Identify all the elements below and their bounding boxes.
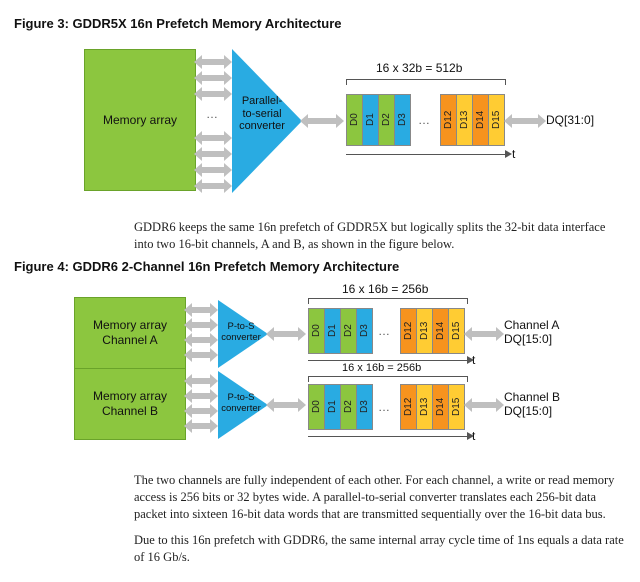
data-word: D1 bbox=[362, 94, 379, 146]
bus-arrow bbox=[202, 59, 224, 65]
memory-array-label: Memory array bbox=[103, 113, 177, 127]
bus-arrow bbox=[202, 135, 224, 141]
brace-label: 16 x 32b = 512b bbox=[376, 61, 462, 75]
converter-b-label: P-to-S converter bbox=[220, 393, 262, 415]
memory-array-a-label: Memory array Channel A bbox=[75, 318, 185, 347]
dq-arrow bbox=[472, 402, 496, 408]
data-word: D12 bbox=[440, 94, 457, 146]
data-word: D3 bbox=[394, 94, 411, 146]
data-word: D13 bbox=[416, 308, 433, 354]
memory-array-block: Memory array bbox=[84, 49, 196, 191]
converter-a-label: P-to-S converter bbox=[220, 322, 262, 344]
data-word: D1 bbox=[324, 308, 341, 354]
time-axis-b bbox=[308, 436, 468, 437]
brace-label-b: 16 x 16b = 256b bbox=[342, 362, 421, 374]
data-word: D2 bbox=[378, 94, 395, 146]
bus-arrow bbox=[192, 423, 210, 429]
memory-array-b: Memory array Channel B bbox=[74, 368, 186, 440]
ellipsis: … bbox=[378, 400, 391, 414]
figure4-caption: Figure 4: GDDR6 2-Channel 16n Prefetch M… bbox=[14, 259, 626, 274]
bus-arrow bbox=[192, 337, 210, 343]
time-axis-a bbox=[308, 360, 468, 361]
figure4-diagram: Memory array Channel A Memory array Chan… bbox=[44, 282, 626, 462]
axis-label-b: t bbox=[472, 429, 475, 443]
data-word: D14 bbox=[472, 94, 489, 146]
data-word: D15 bbox=[488, 94, 505, 146]
bus-arrow bbox=[192, 307, 210, 313]
data-word: D0 bbox=[308, 308, 325, 354]
data-word: D14 bbox=[432, 384, 449, 430]
bus-arrow bbox=[308, 118, 336, 124]
brace-line bbox=[308, 298, 468, 299]
ellipsis: … bbox=[418, 113, 431, 127]
bus-arrow bbox=[192, 408, 210, 414]
memory-array-b-label: Memory array Channel B bbox=[75, 389, 185, 418]
bus-arrow bbox=[202, 183, 224, 189]
time-axis bbox=[346, 154, 506, 155]
converter-label: Parallel-to-serial converter bbox=[236, 95, 288, 133]
data-word: D3 bbox=[356, 384, 373, 430]
data-word: D0 bbox=[308, 384, 325, 430]
figure3-caption: Figure 3: GDDR5X 16n Prefetch Memory Arc… bbox=[14, 16, 626, 31]
data-word: D3 bbox=[356, 308, 373, 354]
dq-arrow bbox=[512, 118, 538, 124]
ellipsis: … bbox=[378, 324, 391, 338]
dq-arrow bbox=[472, 331, 496, 337]
brace-line bbox=[346, 79, 506, 80]
channel-b-label: Channel B DQ[15:0] bbox=[504, 390, 594, 419]
bus-arrow bbox=[274, 402, 298, 408]
data-word: D0 bbox=[346, 94, 363, 146]
figure3-diagram: Memory array … Parallel-to-serial conver… bbox=[44, 39, 626, 209]
bus-arrow bbox=[192, 322, 210, 328]
paragraph-3: Due to this 16n prefetch with GDDR6, the… bbox=[134, 532, 626, 566]
bus-arrow bbox=[202, 75, 224, 81]
bus-arrow bbox=[202, 151, 224, 157]
data-word: D13 bbox=[456, 94, 473, 146]
paragraph-2: The two channels are fully independent o… bbox=[134, 472, 626, 523]
bus-arrow bbox=[274, 331, 298, 337]
data-word: D15 bbox=[448, 308, 465, 354]
axis-label: t bbox=[512, 147, 515, 161]
axis-label-a: t bbox=[472, 353, 475, 367]
data-word: D12 bbox=[400, 384, 417, 430]
data-word: D14 bbox=[432, 308, 449, 354]
bus-arrow bbox=[192, 378, 210, 384]
data-word: D2 bbox=[340, 308, 357, 354]
data-word: D1 bbox=[324, 384, 341, 430]
memory-array-a: Memory array Channel A bbox=[74, 297, 186, 369]
brace-line bbox=[308, 376, 468, 377]
paragraph-1: GDDR6 keeps the same 16n prefetch of GDD… bbox=[134, 219, 626, 253]
bus-arrow bbox=[202, 91, 224, 97]
channel-a-label: Channel A DQ[15:0] bbox=[504, 318, 594, 347]
brace-label-a: 16 x 16b = 256b bbox=[342, 282, 428, 296]
data-word: D12 bbox=[400, 308, 417, 354]
bus-arrow bbox=[192, 352, 210, 358]
ellipsis: … bbox=[206, 107, 219, 121]
bus-arrow bbox=[202, 167, 224, 173]
data-word: D15 bbox=[448, 384, 465, 430]
dq-label: DQ[31:0] bbox=[546, 113, 594, 127]
bus-arrow bbox=[192, 393, 210, 399]
data-word: D13 bbox=[416, 384, 433, 430]
data-word: D2 bbox=[340, 384, 357, 430]
